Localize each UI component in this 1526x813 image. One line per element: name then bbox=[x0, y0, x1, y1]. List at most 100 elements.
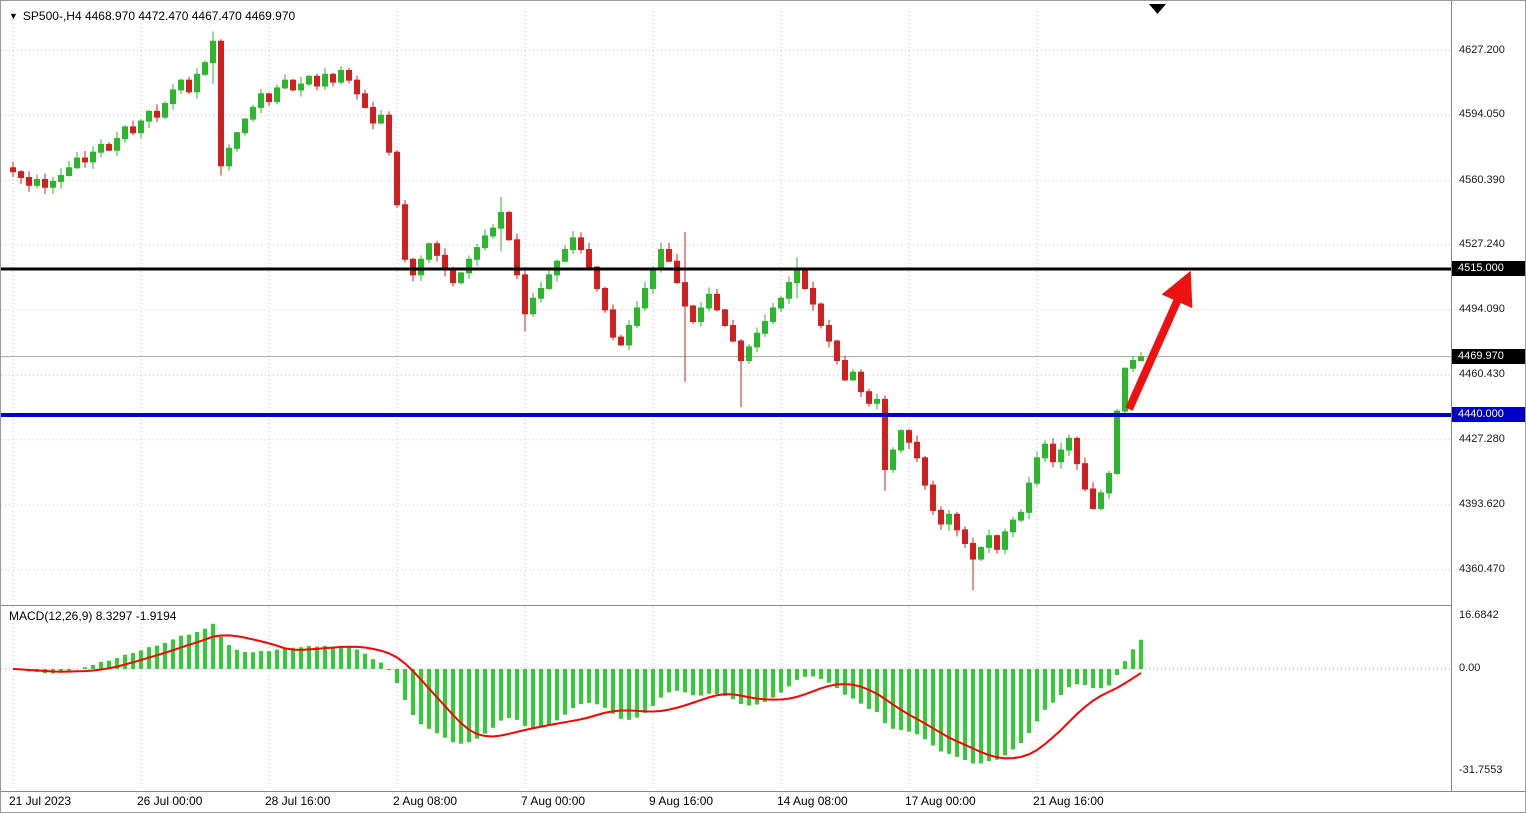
candle-body bbox=[826, 324, 832, 342]
candle-body bbox=[58, 175, 64, 182]
candle-body bbox=[122, 126, 128, 140]
candle-body bbox=[346, 69, 352, 81]
candle-body bbox=[618, 336, 624, 346]
candle-body bbox=[906, 430, 912, 443]
candle-body bbox=[506, 212, 512, 241]
candle-body bbox=[1058, 449, 1064, 463]
candle-body bbox=[106, 143, 112, 151]
macd-tick-label: -31.7553 bbox=[1459, 763, 1503, 776]
macd-plot[interactable] bbox=[1, 605, 1451, 791]
candle-body bbox=[82, 157, 88, 163]
candle-body bbox=[930, 484, 936, 511]
trend-arrow[interactable] bbox=[1125, 270, 1193, 411]
candle-body bbox=[802, 270, 808, 289]
chart-header: ▼ SP500-,H4 4468.970 4472.470 4467.470 4… bbox=[9, 9, 295, 23]
candle-body bbox=[1122, 367, 1128, 412]
candle-body bbox=[714, 293, 720, 311]
candle-body bbox=[786, 282, 792, 299]
panel-separator[interactable] bbox=[1, 605, 1525, 606]
candle-body bbox=[434, 243, 440, 256]
price-tick-label: 4560.390 bbox=[1459, 173, 1505, 186]
candle-body bbox=[994, 535, 1000, 550]
time-tick-label: 21 Aug 16:00 bbox=[1033, 794, 1104, 808]
macd-tick-label: 16.6842 bbox=[1459, 608, 1499, 621]
axis-separator bbox=[1, 791, 1525, 792]
price-tick-label: 4594.050 bbox=[1459, 108, 1505, 121]
candle-body bbox=[410, 258, 416, 276]
candle-body bbox=[18, 171, 24, 179]
candle-body bbox=[914, 441, 920, 459]
price-plot[interactable] bbox=[1, 1, 1451, 605]
candle-body bbox=[810, 287, 816, 305]
candle-body bbox=[466, 258, 472, 274]
candle-body bbox=[378, 114, 384, 124]
candle-body bbox=[562, 249, 568, 262]
time-tick-label: 7 Aug 00:00 bbox=[521, 794, 586, 808]
candle-body bbox=[594, 266, 600, 289]
candle-body bbox=[386, 114, 392, 153]
price-tick-label: 4494.090 bbox=[1459, 302, 1505, 315]
candle-body bbox=[114, 138, 120, 151]
candle-body bbox=[1066, 437, 1072, 451]
candle-body bbox=[1130, 359, 1136, 369]
price-badge: 4440.000 bbox=[1452, 407, 1525, 422]
candle-body bbox=[978, 546, 984, 560]
candle-body bbox=[754, 332, 760, 348]
candle-body bbox=[242, 118, 248, 134]
candle-body bbox=[362, 93, 368, 108]
candle-body bbox=[586, 249, 592, 268]
candle-body bbox=[170, 89, 176, 105]
candle-body bbox=[138, 120, 144, 134]
candle-body bbox=[746, 346, 752, 361]
candle-body bbox=[1082, 463, 1088, 490]
price-tick-label: 4427.280 bbox=[1459, 432, 1505, 445]
candle-body bbox=[10, 167, 16, 173]
candle-body bbox=[682, 282, 688, 307]
candle-body bbox=[322, 73, 328, 87]
candle-body bbox=[898, 430, 904, 451]
candle-body bbox=[986, 535, 992, 548]
macd-indicator-label: MACD(12,26,9) 8.3297 -1.9194 bbox=[9, 609, 177, 623]
candle-body bbox=[274, 87, 280, 103]
symbol-ohlc-text: SP500-,H4 4468.970 4472.470 4467.470 446… bbox=[22, 9, 296, 23]
candle-body bbox=[426, 243, 432, 260]
candle-body bbox=[226, 147, 232, 167]
candle-body bbox=[162, 103, 168, 118]
symbol-dropdown-icon[interactable]: ▼ bbox=[9, 11, 18, 21]
candle-body bbox=[298, 83, 304, 91]
candle-body bbox=[370, 106, 376, 124]
candle-body bbox=[674, 260, 680, 284]
candle-body bbox=[354, 79, 360, 95]
candle-body bbox=[762, 321, 768, 334]
candle-body bbox=[314, 75, 320, 87]
chart-shift-marker[interactable] bbox=[1149, 4, 1166, 14]
candle-body bbox=[890, 449, 896, 471]
candle-body bbox=[42, 178, 48, 188]
candle-body bbox=[1042, 443, 1048, 459]
candle-body bbox=[90, 151, 96, 163]
candle-body bbox=[282, 79, 288, 89]
price-axis[interactable]: 4627.200 4594.050 4560.390 4527.240 4494.090… bbox=[1451, 1, 1525, 791]
price-tick-label: 4527.240 bbox=[1459, 238, 1505, 251]
macd-tick-label: 0.00 bbox=[1459, 662, 1481, 674]
candle-body bbox=[74, 157, 80, 169]
candle-body bbox=[970, 542, 976, 560]
candle-body bbox=[522, 274, 528, 315]
candle-body bbox=[1002, 531, 1008, 550]
time-axis[interactable]: 21 Jul 2023 26 Jul 00:00 28 Jul 16:00 2 Aug… bbox=[1, 791, 1451, 812]
candle-body bbox=[610, 309, 616, 338]
candle-body bbox=[1018, 511, 1024, 521]
candle-body bbox=[778, 297, 784, 309]
candle-body bbox=[338, 69, 344, 83]
price-badge: 4515.000 bbox=[1452, 261, 1525, 276]
candle-body bbox=[458, 272, 464, 284]
time-tick-label: 26 Jul 00:00 bbox=[137, 794, 203, 808]
candle-body bbox=[1090, 488, 1096, 509]
candle-body bbox=[1074, 437, 1080, 465]
candle-body bbox=[98, 143, 104, 153]
candle-body bbox=[642, 287, 648, 309]
time-tick-label: 9 Aug 16:00 bbox=[649, 794, 714, 808]
candle-body bbox=[578, 237, 584, 251]
candle-body bbox=[306, 75, 312, 85]
